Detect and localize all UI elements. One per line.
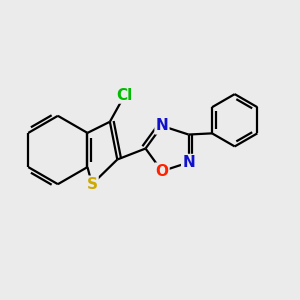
Text: O: O bbox=[155, 164, 169, 178]
Text: Cl: Cl bbox=[117, 88, 133, 103]
Text: N: N bbox=[182, 155, 195, 170]
Text: N: N bbox=[156, 118, 168, 134]
Text: S: S bbox=[86, 177, 98, 192]
